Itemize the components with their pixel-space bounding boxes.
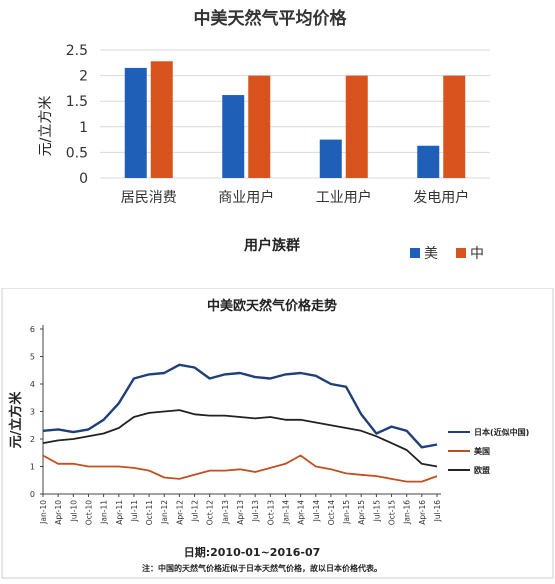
line-x-tick-label: Apr-11 xyxy=(115,500,124,525)
line-x-tick-label: Jan-12 xyxy=(160,500,169,525)
line-legend-label: 欧盟 xyxy=(474,465,490,475)
line-legend-label: 美国 xyxy=(474,446,490,456)
bar-y-tick-label: 0 xyxy=(79,171,88,187)
bar-y-tick-label: 1 xyxy=(79,120,88,136)
line-x-tick-label: Jul-16 xyxy=(433,500,442,523)
line-x-tick-label: Jul-14 xyxy=(312,500,321,523)
line-x-tick-label: Oct-13 xyxy=(266,500,275,525)
line-series-japan xyxy=(42,363,438,449)
bar-legend-swatch xyxy=(456,248,466,258)
bar-us-3 xyxy=(417,145,440,178)
line-series-us xyxy=(42,454,438,483)
line-x-tick-label: Jul-15 xyxy=(372,500,381,523)
bar-chart-panel: 中美天然气平均价格 元/立方米 用户族群 0 0.5 1 1.5 2 2.5 居民消费 商业… xyxy=(0,0,555,285)
line-chart-x-ticks: Jan-10 Apr-10 Jul-10 Oct-10 Jan-11 Apr-11 Jul-… xyxy=(39,494,442,525)
bar-y-tick-label: 0.5 xyxy=(66,145,88,161)
bar-y-tick-label: 2.5 xyxy=(66,43,88,59)
bar-chart-x-axis-label: 用户族群 xyxy=(244,237,300,254)
line-y-tick-label: 3 xyxy=(30,408,35,417)
bar-cn-2 xyxy=(345,75,368,178)
line-chart-x-axis-label: 日期:2010-01~2016-07 xyxy=(184,545,321,559)
line-chart-frame xyxy=(1,287,554,579)
bar-chart-x-ticks: 居民消费 商业用户 工业用户 发电用户 xyxy=(121,189,470,206)
bar-chart-title: 中美天然气平均价格 xyxy=(194,8,348,29)
bar-x-tick-label: 居民消费 xyxy=(121,190,177,206)
line-x-tick-label: Oct-12 xyxy=(206,500,215,525)
bar-chart-y-axis-label: 元/立方米 xyxy=(38,96,54,157)
line-y-tick-label: 2 xyxy=(30,435,35,444)
bar-y-tick-label: 2 xyxy=(79,69,88,85)
line-y-tick-label: 4 xyxy=(30,380,35,389)
line-x-tick-label: Jul-13 xyxy=(251,500,260,523)
line-chart-y-axis-label: 元/立方米 xyxy=(8,391,24,449)
line-x-tick-label: Apr-16 xyxy=(418,500,427,525)
bar-chart: 中美天然气平均价格 元/立方米 用户族群 0 0.5 1 1.5 2 2.5 居民消费 商业… xyxy=(38,8,490,262)
bar-x-tick-label: 商业用户 xyxy=(218,189,274,206)
line-x-tick-label: Jan-10 xyxy=(39,500,48,525)
bar-us-1 xyxy=(222,95,245,178)
bar-cn-1 xyxy=(248,75,271,178)
line-x-tick-label: Oct-14 xyxy=(327,500,336,525)
line-x-tick-label: Apr-15 xyxy=(357,500,366,525)
bar-cn-0 xyxy=(150,61,173,178)
bar-chart-legend: 美中 xyxy=(410,246,484,262)
bar-legend-label: 美 xyxy=(424,246,438,262)
line-y-tick-label: 0 xyxy=(30,490,35,499)
line-chart-note: 注：中国的天然气价格近似于日本天然气价格，故以日本价格代表。 xyxy=(142,563,382,573)
bar-chart-bars xyxy=(124,61,466,178)
bar-legend-swatch xyxy=(410,248,420,258)
bar-y-tick-label: 1.5 xyxy=(66,94,88,110)
line-x-tick-label: Jul-10 xyxy=(69,500,78,523)
bar-us-0 xyxy=(124,67,147,178)
line-chart-y-ticks: 0 1 2 3 4 5 6 xyxy=(30,325,43,499)
line-x-tick-label: Jan-15 xyxy=(342,500,351,525)
line-chart-title: 中美欧天然气价格走势 xyxy=(207,298,337,314)
line-x-tick-label: Oct-15 xyxy=(388,500,397,525)
line-chart-series xyxy=(42,363,438,483)
line-x-tick-label: Apr-12 xyxy=(175,500,184,525)
bar-legend-label: 中 xyxy=(470,246,484,262)
bar-chart-y-ticks: 0 0.5 1 1.5 2 2.5 xyxy=(66,43,88,187)
line-x-tick-label: Jul-11 xyxy=(130,500,139,523)
line-series-eu xyxy=(42,409,438,468)
line-chart: 中美欧天然气价格走势 元/立方米 日期:2010-01~2016-07 注：中国… xyxy=(1,287,554,579)
bar-cn-3 xyxy=(443,75,466,178)
line-x-tick-label: Jan-14 xyxy=(281,500,290,525)
line-x-tick-label: Apr-10 xyxy=(54,500,63,525)
line-x-tick-label: Apr-13 xyxy=(236,500,245,525)
line-x-tick-label: Jul-12 xyxy=(191,500,200,523)
line-x-tick-label: Oct-11 xyxy=(145,500,154,525)
line-x-tick-label: Apr-14 xyxy=(297,500,306,525)
line-y-tick-label: 6 xyxy=(30,325,35,334)
line-y-tick-label: 5 xyxy=(30,353,35,362)
line-x-tick-label: Jan-11 xyxy=(100,500,109,525)
line-chart-panel: 中美欧天然气价格走势 元/立方米 日期:2010-01~2016-07 注：中国… xyxy=(0,287,555,580)
line-y-tick-label: 1 xyxy=(30,463,35,472)
line-legend-label: 日本(近似中国) xyxy=(474,427,529,437)
line-x-tick-label: Jan-16 xyxy=(403,500,412,525)
bar-us-2 xyxy=(319,139,342,178)
line-x-tick-label: Oct-10 xyxy=(84,500,93,525)
bar-x-tick-label: 发电用户 xyxy=(413,189,469,206)
line-x-tick-label: Jan-13 xyxy=(221,500,230,525)
bar-x-tick-label: 工业用户 xyxy=(316,189,372,206)
line-chart-axes xyxy=(42,325,441,495)
